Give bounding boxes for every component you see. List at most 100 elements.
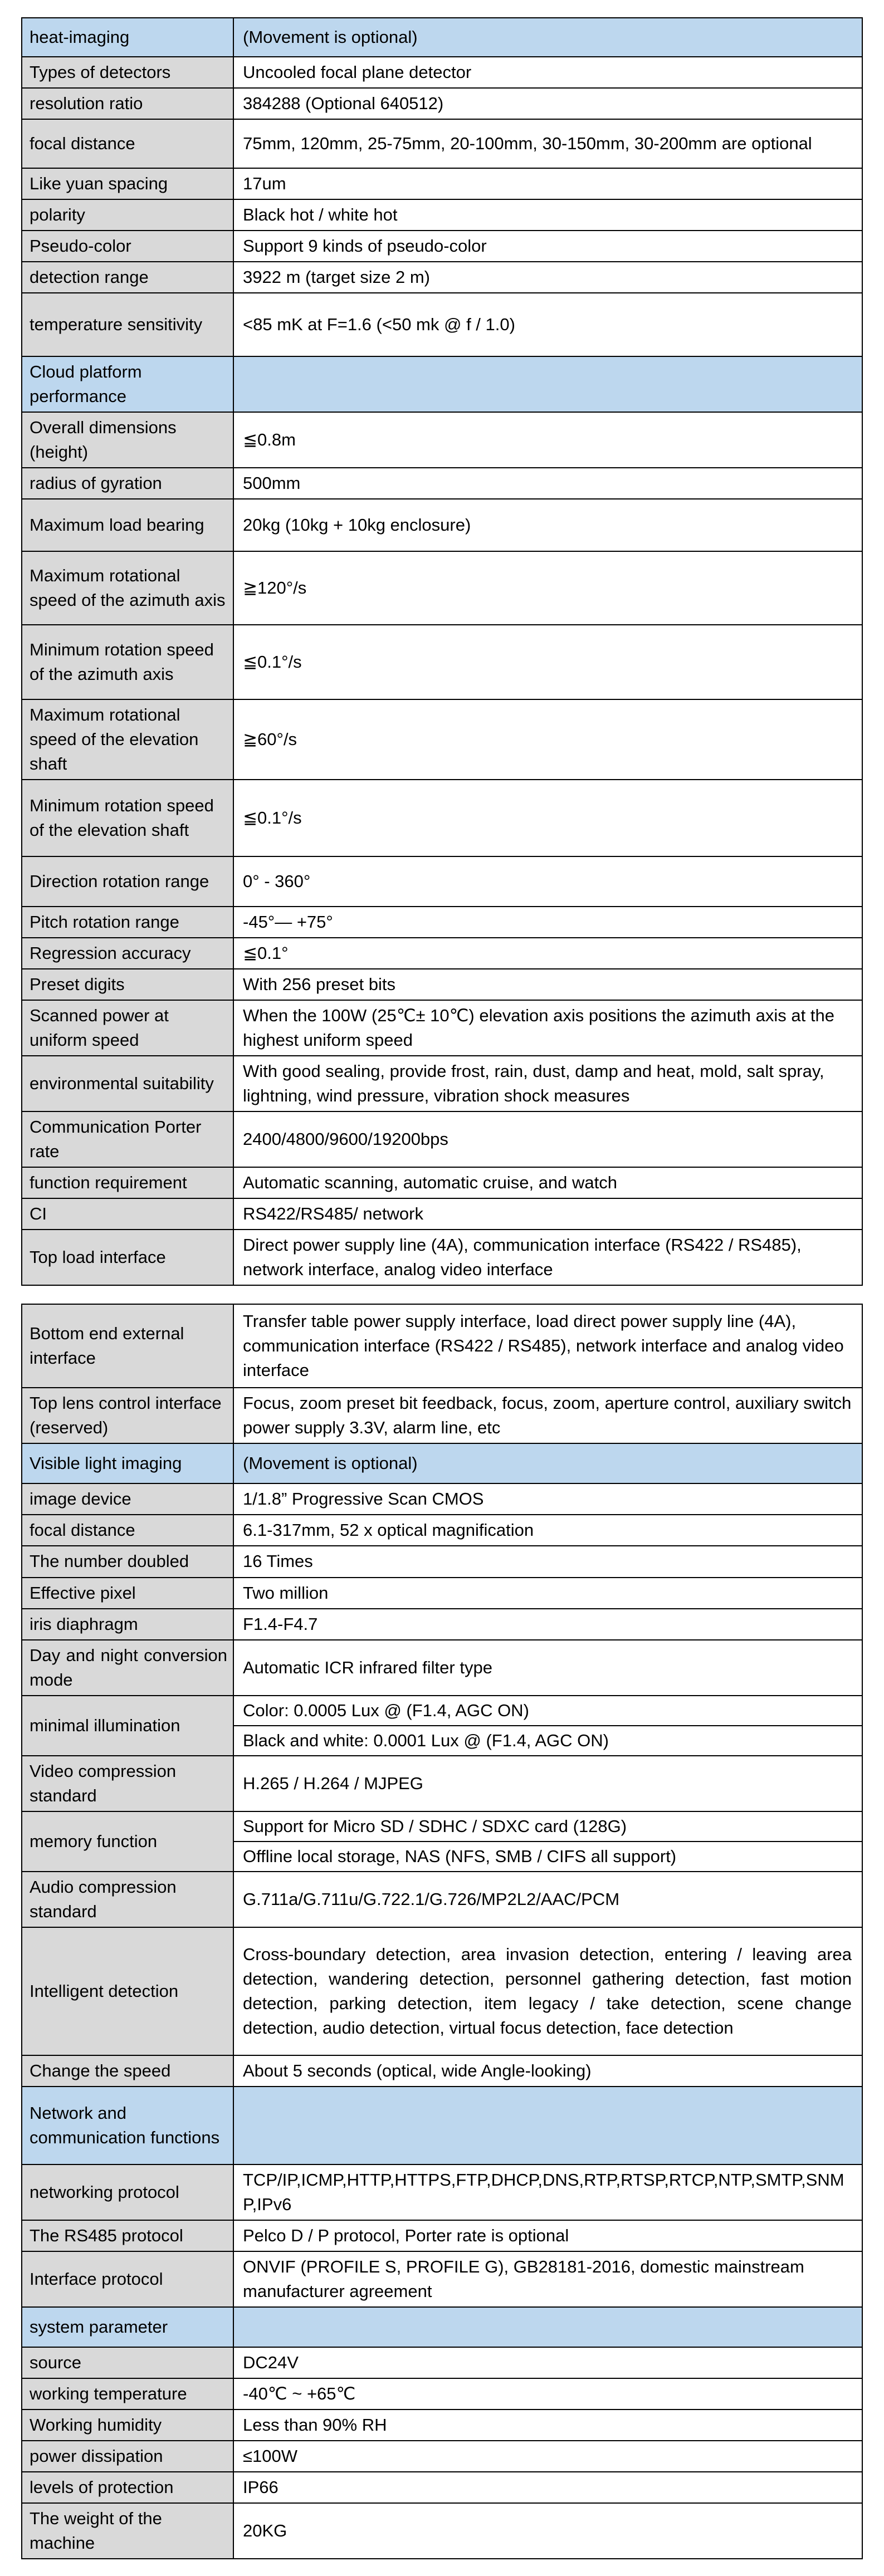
row-label: Maximum rotational speed of the azimuth …: [22, 552, 234, 625]
spec-row: The weight of the machine 20KG: [22, 2502, 862, 2558]
row-label: Minimum rotation speed of the azimuth ax…: [22, 625, 234, 699]
spec-row: Intelligent detection Cross-boundary dete…: [22, 1926, 862, 2055]
row-label-text: Like yuan spacing: [30, 174, 168, 194]
row-label: Day and night conversion mode: [22, 1640, 234, 1695]
row-label: Network and communication functions: [22, 2087, 234, 2164]
row-value: TCP/IP,ICMP,HTTP,HTTPS,FTP,DHCP,DNS,RTP,…: [234, 2164, 862, 2220]
spec-row: CI RS422/RS485/ network: [22, 1198, 862, 1230]
row-label: The number doubled: [22, 1546, 234, 1577]
row-label: memory function: [22, 1811, 234, 1871]
row-value: F1.4-F4.7: [234, 1609, 862, 1639]
row-label-text: focal distance: [30, 1520, 135, 1540]
row-label-text: Video compression standard: [30, 1761, 177, 1805]
row-value-text: 384288 (Optional 640512): [243, 94, 444, 114]
row-value: When the 100W (25℃± 10℃) elevation axis …: [234, 1001, 862, 1056]
row-value-text: Automatic scanning, automatic cruise, an…: [243, 1173, 618, 1193]
row-label: radius of gyration: [22, 468, 234, 499]
row-label-text: The RS485 protocol: [30, 2225, 183, 2245]
row-label: Pitch rotation range: [22, 907, 234, 938]
row-value: ≦0.1°/s: [234, 625, 862, 699]
row-value: Black hot / white hot: [234, 200, 862, 231]
row-label-text: Intelligent detection: [30, 1981, 179, 2001]
row-label-text: Communication Porter rate: [30, 1117, 202, 1162]
row-value-text: (Movement is optional): [243, 1453, 418, 1473]
row-value: 384288 (Optional 640512): [234, 89, 862, 119]
row-label-text: minimal illumination: [30, 1715, 180, 1735]
row-value: 6.1-317mm, 52 x optical magnification: [234, 1515, 862, 1546]
row-label: Video compression standard: [22, 1756, 234, 1811]
spec-table-2: Bottom end external interface Transfer ta…: [21, 1304, 863, 2559]
row-value-text: 75mm, 120mm, 25-75mm, 20-100mm, 30-150mm…: [243, 134, 812, 154]
row-value: Transfer table power supply interface, l…: [234, 1305, 862, 1388]
row-value: ≦0.1°/s: [234, 780, 862, 856]
spec-row: Direction rotation range 0° - 360°: [22, 856, 862, 907]
row-value: ≧60°/s: [234, 700, 862, 780]
row-value-line: Support for Micro SD / SDHC / SDXC card …: [234, 1812, 862, 1841]
spec-row: memory function Support for Micro SD / SD…: [22, 1810, 862, 1871]
spec-row: resolution ratio 384288 (Optional 640512): [22, 87, 862, 119]
row-value-text: DC24V: [243, 2352, 299, 2372]
row-label-text: Working humidity: [30, 2415, 162, 2435]
spec-row: Video compression standard H.265 / H.264 …: [22, 1755, 862, 1811]
row-value-text: 6.1-317mm, 52 x optical magnification: [243, 1520, 534, 1540]
row-value: Uncooled focal plane detector: [234, 57, 862, 88]
row-value: Cross-boundary detection, area invasion …: [234, 1927, 862, 2055]
row-value-text: ≧120°/s: [243, 578, 307, 598]
spec-row: The RS485 protocol Pelco D / P protocol, …: [22, 2219, 862, 2251]
row-label: Intelligent detection: [22, 1927, 234, 2055]
row-value-text: 17um: [243, 174, 286, 194]
row-label: The RS485 protocol: [22, 2220, 234, 2251]
row-label: working temperature: [22, 2378, 234, 2409]
row-label: Maximum load bearing: [22, 499, 234, 551]
row-label: Preset digits: [22, 969, 234, 1000]
row-value-text: IP66: [243, 2477, 279, 2497]
spec-row: iris diaphragm F1.4-F4.7: [22, 1608, 862, 1639]
row-label-text: polarity: [30, 205, 85, 225]
row-label: Like yuan spacing: [22, 169, 234, 199]
row-value-line: Offline local storage, NAS (NFS, SMB / C…: [234, 1840, 862, 1871]
row-value-text: (Movement is optional): [243, 27, 418, 47]
spec-row: Minimum rotation speed of the azimuth ax…: [22, 624, 862, 699]
row-label: Effective pixel: [22, 1578, 234, 1608]
row-label-text: function requirement: [30, 1173, 187, 1193]
row-label-text: Change the speed: [30, 2060, 171, 2080]
row-label-text: Scanned power at uniform speed: [30, 1006, 169, 1050]
row-value: Pelco D / P protocol, Porter rate is opt…: [234, 2220, 862, 2251]
row-label: Working humidity: [22, 2410, 234, 2440]
row-label-text: levels of protection: [30, 2477, 174, 2497]
row-value-text: H.265 / H.264 / MJPEG: [243, 1773, 423, 1793]
spec-row: networking protocol TCP/IP,ICMP,HTTP,HTTP…: [22, 2163, 862, 2220]
row-label-text: networking protocol: [30, 2182, 179, 2202]
row-label: Minimum rotation speed of the elevation …: [22, 780, 234, 856]
row-value-text: Pelco D / P protocol, Porter rate is opt…: [243, 2225, 569, 2245]
spec-tables-container: heat-imaging (Movement is optional) Types …: [21, 17, 863, 2559]
row-label-text: focal distance: [30, 134, 135, 154]
row-label-text: source: [30, 2352, 82, 2372]
row-value: -40℃ ~ +65℃: [234, 2378, 862, 2409]
row-label-text: Cloud platform performance: [30, 362, 142, 407]
row-value-text: Cross-boundary detection, area invasion …: [243, 1944, 852, 2038]
row-label-text: Top lens control interface (reserved): [30, 1393, 222, 1438]
row-label-text: Direction rotation range: [30, 871, 209, 892]
spec-row: function requirement Automatic scanning, …: [22, 1167, 862, 1198]
row-label: Bottom end external interface: [22, 1305, 234, 1388]
spec-row: Maximum load bearing 20kg (10kg + 10kg en…: [22, 498, 862, 551]
row-value-text: With good sealing, provide frost, rain, …: [243, 1061, 824, 1106]
spec-row: Effective pixel Two million: [22, 1576, 862, 1608]
row-label-text: CI: [30, 1204, 47, 1224]
row-value-text: Color: 0.0005 Lux @ (F1.4, AGC ON): [243, 1700, 529, 1720]
row-value: 17um: [234, 169, 862, 199]
spec-row: Regression accuracy ≦0.1°: [22, 937, 862, 969]
row-label-text: Day and night conversion mode: [30, 1645, 227, 1689]
section-header-row: heat-imaging (Movement is optional): [22, 18, 862, 56]
spec-row: Bottom end external interface Transfer ta…: [22, 1305, 862, 1388]
spec-row: polarity Black hot / white hot: [22, 199, 862, 231]
row-label: temperature sensitivity: [22, 293, 234, 356]
row-value-text: 16 Times: [243, 1551, 313, 1571]
spec-row: detection range 3922 m (target size 2 m): [22, 261, 862, 293]
row-value: Support 9 kinds of pseudo-color: [234, 231, 862, 262]
row-label-text: Overall dimensions (height): [30, 418, 177, 462]
row-value-text: 20KG: [243, 2520, 287, 2540]
spec-row: Preset digits With 256 preset bits: [22, 968, 862, 1000]
